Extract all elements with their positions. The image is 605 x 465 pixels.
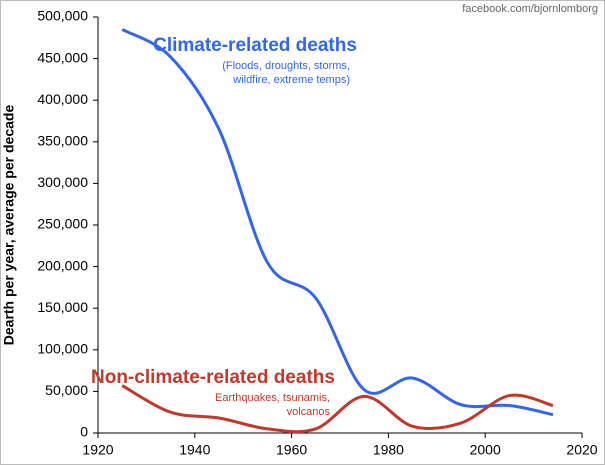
source: facebook.com/bjornlomborg <box>462 3 598 15</box>
y-tick-label: 400,000 <box>37 91 88 107</box>
x-tick-label: 1960 <box>276 442 307 458</box>
y-tick-label: 250,000 <box>37 216 88 232</box>
series-description: volcanos <box>287 406 331 418</box>
y-axis-label: Dearth per year, average per decade <box>1 105 17 346</box>
y-tick-label: 0 <box>80 424 88 440</box>
series-description: (Floods, droughts, storms, <box>222 60 350 72</box>
series-line <box>121 28 554 417</box>
series-label: Climate-related deaths <box>153 35 357 56</box>
y-tick-label: 200,000 <box>37 257 88 273</box>
y-tick-label: 150,000 <box>37 299 88 315</box>
x-tick-label: 2020 <box>566 442 597 458</box>
y-tick-label: 350,000 <box>37 133 88 149</box>
y-tick-label: 450,000 <box>37 49 88 65</box>
y-tick-label: 300,000 <box>37 174 88 190</box>
series-label: Non-climate-related deaths <box>91 367 335 388</box>
series-line <box>121 384 554 434</box>
x-tick-label: 1940 <box>179 442 210 458</box>
y-tick-label: 500,000 <box>37 8 88 24</box>
x-tick-label: 1980 <box>373 442 404 458</box>
x-tick-label: 2000 <box>470 442 501 458</box>
y-tick-label: 50,000 <box>45 382 88 398</box>
series-description: wildfire, extreme temps) <box>232 74 350 86</box>
y-tick-label: 100,000 <box>37 341 88 357</box>
series-description: Earthquakes, tsunamis, <box>215 392 330 404</box>
x-tick-label: 1920 <box>82 442 113 458</box>
